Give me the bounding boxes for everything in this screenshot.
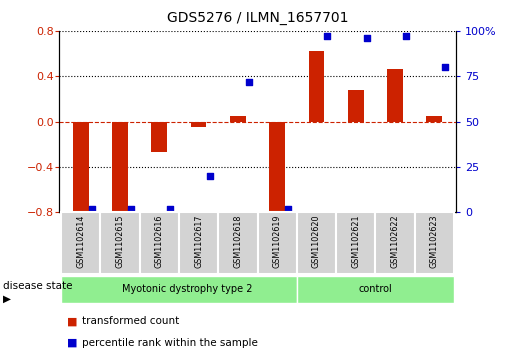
Bar	[269, 122, 285, 212]
Text: GDS5276 / ILMN_1657701: GDS5276 / ILMN_1657701	[167, 11, 348, 25]
Text: GSM1102615: GSM1102615	[115, 214, 125, 268]
Text: GSM1102619: GSM1102619	[272, 214, 282, 268]
Bar	[297, 212, 336, 274]
Bar	[218, 212, 258, 274]
Bar	[258, 212, 297, 274]
Point	[88, 206, 96, 212]
Text: GSM1102623: GSM1102623	[430, 214, 439, 268]
Bar	[61, 276, 297, 303]
Text: GSM1102617: GSM1102617	[194, 214, 203, 268]
Text: percentile rank within the sample: percentile rank within the sample	[82, 338, 259, 348]
Point	[205, 173, 214, 179]
Point	[441, 64, 449, 70]
Bar	[387, 69, 403, 122]
Bar	[191, 122, 207, 127]
Point	[127, 206, 135, 212]
Text: ▶: ▶	[3, 294, 11, 303]
Bar	[112, 122, 128, 211]
Bar	[426, 116, 442, 122]
Point	[323, 33, 332, 39]
Bar	[348, 90, 364, 122]
Bar	[375, 212, 415, 274]
Text: GSM1102616: GSM1102616	[155, 214, 164, 268]
Bar	[336, 212, 375, 274]
Text: transformed count: transformed count	[82, 316, 180, 326]
Text: ■: ■	[67, 338, 77, 348]
Bar	[308, 51, 324, 122]
Bar	[61, 212, 100, 274]
Bar	[140, 212, 179, 274]
Bar	[415, 212, 454, 274]
Text: Myotonic dystrophy type 2: Myotonic dystrophy type 2	[122, 285, 252, 294]
Point	[166, 206, 175, 212]
Point	[402, 33, 410, 39]
Text: control: control	[358, 285, 392, 294]
Bar	[73, 122, 89, 211]
Bar	[100, 212, 140, 274]
Text: disease state: disease state	[3, 281, 72, 291]
Text: GSM1102614: GSM1102614	[76, 214, 85, 268]
Bar	[230, 116, 246, 122]
Point	[363, 35, 371, 41]
Bar	[179, 212, 218, 274]
Text: GSM1102622: GSM1102622	[390, 214, 400, 268]
Point	[245, 79, 253, 85]
Text: ■: ■	[67, 316, 77, 326]
Bar	[151, 122, 167, 152]
Text: GSM1102620: GSM1102620	[312, 214, 321, 268]
Text: GSM1102621: GSM1102621	[351, 214, 360, 268]
Point	[284, 206, 292, 212]
Bar	[297, 276, 454, 303]
Text: GSM1102618: GSM1102618	[233, 214, 243, 268]
